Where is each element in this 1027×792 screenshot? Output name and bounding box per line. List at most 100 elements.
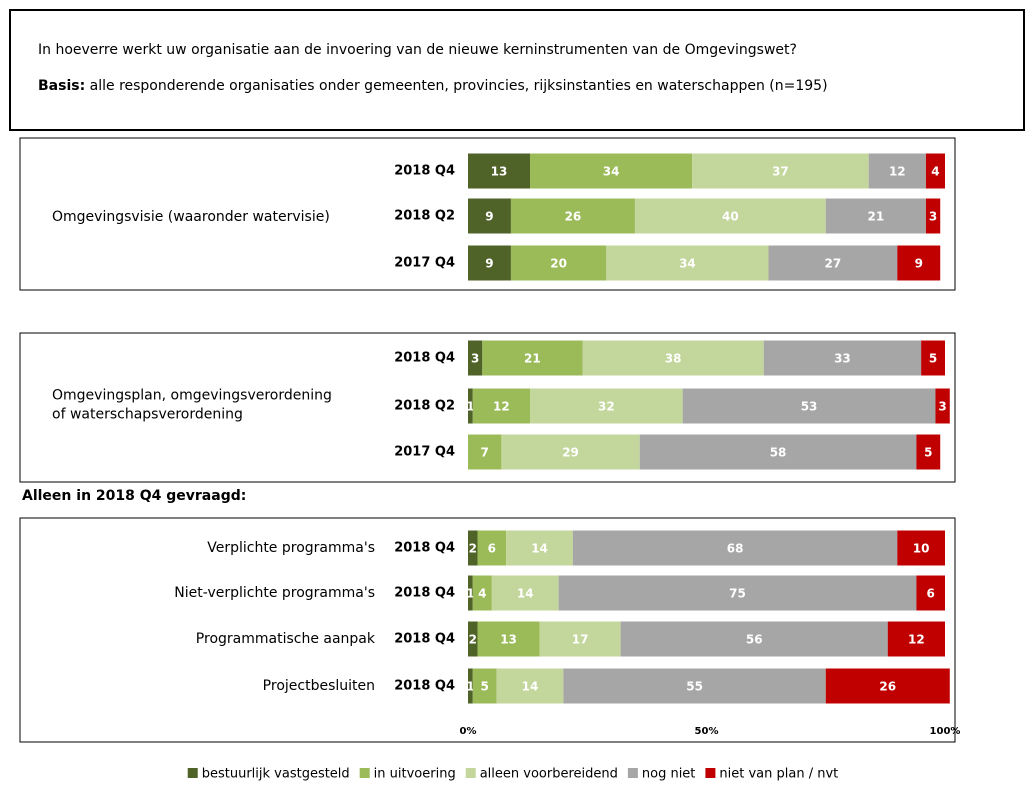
basis-text: alle responderende organisaties onder ge… bbox=[90, 78, 828, 94]
group-label: of waterschapsverordening bbox=[52, 407, 243, 423]
question: In hoeverre werkt uw organisatie aan de … bbox=[38, 42, 797, 58]
bar-segment bbox=[472, 575, 492, 611]
value-label: 26 bbox=[565, 210, 582, 224]
value-label: 4 bbox=[931, 165, 939, 179]
group-label: Verplichte programma's bbox=[207, 540, 375, 556]
bar-segment bbox=[925, 153, 945, 189]
x-tick-label: 0% bbox=[460, 726, 477, 737]
value-label: 12 bbox=[908, 633, 925, 647]
value-label: 5 bbox=[924, 446, 932, 460]
bar-segment bbox=[472, 388, 531, 424]
value-label: 32 bbox=[598, 400, 615, 414]
bar-segment bbox=[935, 388, 950, 424]
value-label: 34 bbox=[679, 257, 696, 271]
category-label: 2017 Q4 bbox=[394, 445, 455, 460]
value-label: 14 bbox=[531, 542, 548, 556]
bar-segment bbox=[491, 575, 559, 611]
value-label: 34 bbox=[603, 165, 620, 179]
bar-segment bbox=[506, 530, 573, 566]
bar-segment bbox=[468, 388, 473, 424]
legend-label: niet van plan / nvt bbox=[719, 767, 838, 782]
bar-segment bbox=[825, 198, 926, 234]
legend-swatch bbox=[627, 768, 638, 778]
bar-segment bbox=[897, 530, 945, 566]
group-label: Omgevingsvisie (waaronder watervisie) bbox=[52, 209, 330, 225]
panel-title: Alleen in 2018 Q4 gevraagd: bbox=[22, 488, 246, 504]
bar-segment bbox=[634, 198, 826, 234]
value-label: 1 bbox=[466, 400, 474, 414]
x-tick-label: 50% bbox=[695, 726, 719, 737]
value-label: 53 bbox=[801, 400, 818, 414]
category-label: 2018 Q2 bbox=[394, 399, 455, 414]
bar-segment bbox=[582, 340, 764, 376]
value-label: 40 bbox=[722, 210, 739, 224]
x-tick-label: 100% bbox=[930, 726, 961, 737]
bar-segment bbox=[768, 245, 898, 281]
bar-segment bbox=[606, 245, 769, 281]
bar-segment bbox=[468, 575, 473, 611]
legend-label: nog niet bbox=[642, 767, 696, 782]
header-box bbox=[9, 9, 1025, 131]
bar-segment bbox=[472, 668, 497, 704]
value-label: 13 bbox=[500, 633, 517, 647]
value-label: 5 bbox=[481, 680, 489, 694]
bar-segment bbox=[530, 153, 693, 189]
bar-segment bbox=[468, 198, 511, 234]
legend-swatch bbox=[359, 768, 370, 778]
value-label: 5 bbox=[929, 352, 937, 366]
category-label: 2017 Q4 bbox=[394, 256, 455, 271]
bar-segment bbox=[572, 530, 898, 566]
bar-segment bbox=[510, 198, 635, 234]
value-label: 3 bbox=[938, 400, 946, 414]
value-label: 13 bbox=[491, 165, 508, 179]
value-label: 56 bbox=[746, 633, 763, 647]
value-label: 75 bbox=[729, 587, 746, 601]
value-label: 21 bbox=[867, 210, 884, 224]
value-label: 55 bbox=[686, 680, 703, 694]
bar-segment bbox=[468, 434, 502, 470]
value-label: 2 bbox=[469, 633, 477, 647]
bar-segment bbox=[496, 668, 564, 704]
value-label: 17 bbox=[572, 633, 589, 647]
bar-segment bbox=[639, 434, 917, 470]
bar-segment bbox=[468, 245, 511, 281]
value-label: 7 bbox=[481, 446, 489, 460]
legend-swatch bbox=[465, 768, 476, 778]
category-label: 2018 Q4 bbox=[394, 351, 455, 366]
category-label: 2018 Q4 bbox=[394, 541, 455, 556]
bar-segment bbox=[925, 198, 941, 234]
bar-segment bbox=[468, 340, 483, 376]
value-label: 33 bbox=[834, 352, 851, 366]
value-label: 26 bbox=[879, 680, 896, 694]
group-label: Omgevingsplan, omgevingsverordening bbox=[52, 388, 332, 404]
legend-label: alleen voorbereidend bbox=[480, 767, 618, 782]
value-label: 20 bbox=[550, 257, 567, 271]
value-label: 12 bbox=[889, 165, 906, 179]
value-label: 68 bbox=[727, 542, 744, 556]
legend-swatch bbox=[187, 768, 198, 778]
panel-box bbox=[19, 517, 956, 743]
value-label: 1 bbox=[466, 587, 474, 601]
category-label: 2018 Q4 bbox=[394, 632, 455, 647]
bar-segment bbox=[868, 153, 926, 189]
value-label: 37 bbox=[772, 165, 789, 179]
bar-segment bbox=[530, 388, 683, 424]
category-label: 2018 Q4 bbox=[394, 679, 455, 694]
bar-segment bbox=[477, 530, 507, 566]
value-label: 10 bbox=[913, 542, 930, 556]
value-label: 6 bbox=[488, 542, 496, 556]
category-label: 2018 Q4 bbox=[394, 164, 455, 179]
bar-segment bbox=[916, 575, 945, 611]
basis: Basis: alle responderende organisaties o… bbox=[38, 78, 828, 94]
bar-segment bbox=[468, 530, 478, 566]
group-label: Programmatische aanpak bbox=[196, 631, 376, 647]
category-label: 2018 Q2 bbox=[394, 209, 455, 224]
bar-segment bbox=[682, 388, 936, 424]
bar-segment bbox=[477, 621, 540, 657]
bar-segment bbox=[620, 621, 888, 657]
value-label: 29 bbox=[562, 446, 579, 460]
bar-segment bbox=[468, 153, 531, 189]
bar-segment bbox=[887, 621, 945, 657]
value-label: 3 bbox=[929, 210, 937, 224]
